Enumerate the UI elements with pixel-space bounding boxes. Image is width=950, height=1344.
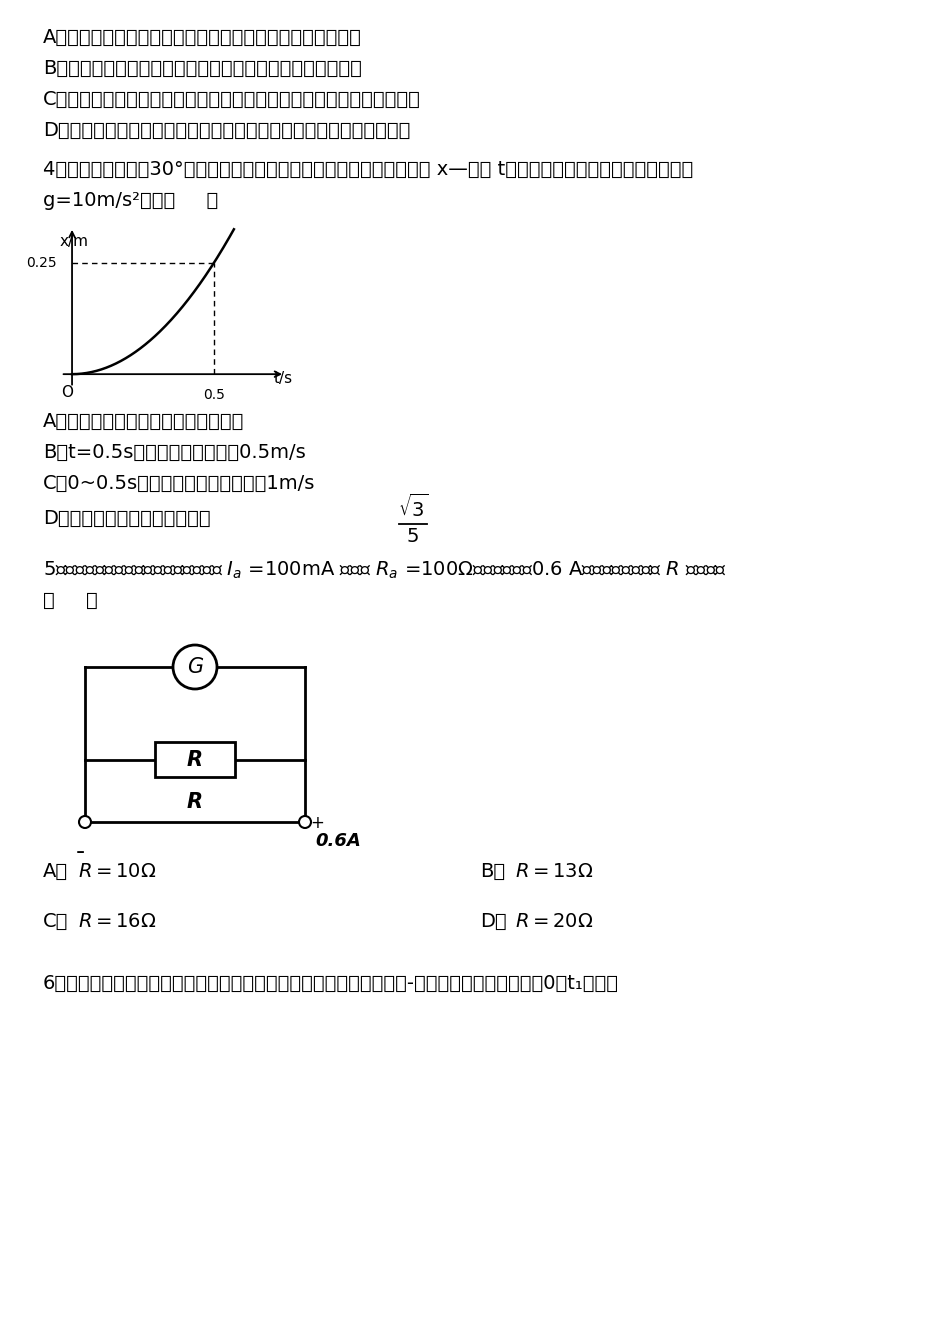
Text: G: G	[187, 657, 203, 677]
Text: O: O	[61, 386, 73, 401]
Text: A．用白光作为光源，屏上将呈现黑白相间、间距相等的条纹: A．用白光作为光源，屏上将呈现黑白相间、间距相等的条纹	[43, 28, 362, 47]
Text: +: +	[310, 814, 324, 832]
Text: D．用紫光作为光源，遮住其中一条狭缝，屏上将呈现间距不等的条纹: D．用紫光作为光源，遮住其中一条狭缝，屏上将呈现间距不等的条纹	[43, 121, 410, 140]
Text: 4、一物体沿倾角为30°的粗糙斜面从顶端由静止开始下滑，运动的位移 x—时间 t关系图像是一段抛物线，如图所示，: 4、一物体沿倾角为30°的粗糙斜面从顶端由静止开始下滑，运动的位移 x—时间 t…	[43, 160, 694, 179]
Text: 0.25: 0.25	[26, 255, 56, 270]
Text: -: -	[75, 840, 85, 864]
Text: R: R	[187, 792, 203, 812]
Text: C．: C．	[43, 911, 68, 930]
Bar	[155, 742, 235, 777]
Circle shape	[173, 645, 217, 689]
Circle shape	[79, 816, 91, 828]
Text: $R =20\Omega$: $R =20\Omega$	[515, 911, 594, 930]
Text: （     ）: （ ）	[43, 591, 98, 610]
Text: C．用红光照射一条狭缝，用紫光照射另一条狭缝，屏上将呈现彩色条纹: C．用红光照射一条狭缝，用紫光照射另一条狭缝，屏上将呈现彩色条纹	[43, 90, 421, 109]
Text: 5、如图所示，有一个表头⒪，满偏电流 $I_a$ =100mA ，内阻 $R_a$ =100Ω，把它改装为0.6 A量程的电流表，则 $R$ 的阻值为: 5、如图所示，有一个表头⒪，满偏电流 $I_a$ =100mA ，内阻 $R_a…	[43, 560, 727, 582]
Text: x/m: x/m	[59, 234, 88, 249]
Text: D．: D．	[480, 911, 506, 930]
Text: B．: B．	[480, 862, 505, 882]
Text: $\sqrt{3}$: $\sqrt{3}$	[398, 493, 428, 521]
Text: R: R	[187, 750, 203, 770]
Text: 6、甲、乙两物体零时刻开始从同一地点向同一方向做直线运动，位移-时间图象如图所示，则在0～t₁时间内: 6、甲、乙两物体零时刻开始从同一地点向同一方向做直线运动，位移-时间图象如图所示…	[43, 973, 619, 993]
Text: $R =10\Omega$: $R =10\Omega$	[78, 862, 157, 882]
Circle shape	[299, 816, 311, 828]
Text: A．: A．	[43, 862, 68, 882]
Text: C．0~0.5s时间内，物体平均速度为1m/s: C．0~0.5s时间内，物体平均速度为1m/s	[43, 474, 315, 493]
Text: $R =13\Omega$: $R =13\Omega$	[515, 862, 594, 882]
Text: B．用红光作为光源，屏上将呈现红黑相间、间距不等的条纹: B．用红光作为光源，屏上将呈现红黑相间、间距不等的条纹	[43, 59, 362, 78]
Text: 0.5: 0.5	[203, 387, 225, 402]
Text: 0.6A: 0.6A	[315, 832, 361, 849]
Text: $R =16\Omega$: $R =16\Omega$	[78, 911, 157, 930]
Text: 5: 5	[407, 527, 419, 546]
Text: t/s: t/s	[274, 371, 293, 386]
Text: A．下滑过程中物体的加速度逐渐变大: A．下滑过程中物体的加速度逐渐变大	[43, 413, 244, 431]
Text: g=10m/s²。则（     ）: g=10m/s²。则（ ）	[43, 191, 218, 210]
Text: D．物体与斜面间动摩擦因数为: D．物体与斜面间动摩擦因数为	[43, 509, 211, 528]
Text: B．t=0.5s时刻，物体的速度为0.5m/s: B．t=0.5s时刻，物体的速度为0.5m/s	[43, 444, 306, 462]
